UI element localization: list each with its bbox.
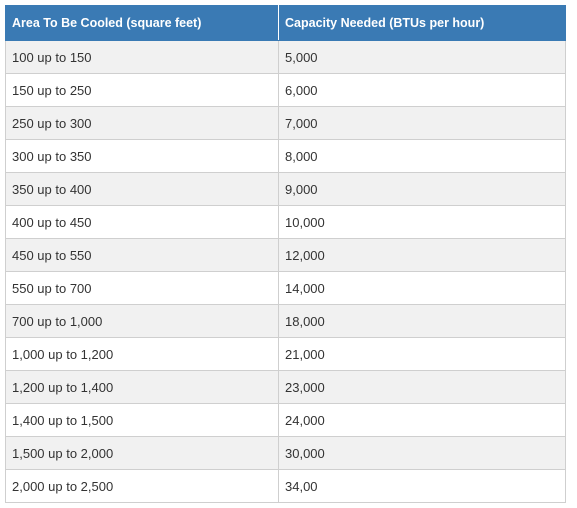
table-cell: 30,000	[278, 436, 566, 470]
table-body: 100 up to 150 5,000 150 up to 250 6,000 250 …	[5, 40, 566, 503]
table-cell: 400 up to 450	[5, 205, 279, 239]
table-cell: 9,000	[278, 172, 566, 206]
table-header: Area To Be Cooled (square feet) Capacity …	[5, 5, 566, 41]
table-cell: 12,000	[278, 238, 566, 272]
table-row: 700 up to 1,000 18,000	[5, 304, 566, 338]
table-cell: 1,400 up to 1,500	[5, 403, 279, 437]
table-cell: 450 up to 550	[5, 238, 279, 272]
header-cell: Capacity Needed (BTUs per hour)	[278, 5, 566, 41]
table-row: 250 up to 300 7,000	[5, 106, 566, 140]
table-row: 2,000 up to 2,500 34,00	[5, 469, 566, 503]
table-cell: 8,000	[278, 139, 566, 173]
table-cell: 24,000	[278, 403, 566, 437]
table-cell: 1,500 up to 2,000	[5, 436, 279, 470]
table-cell: 14,000	[278, 271, 566, 305]
table-row: 150 up to 250 6,000	[5, 73, 566, 107]
table-row: 450 up to 550 12,000	[5, 238, 566, 272]
table-row: 1,200 up to 1,400 23,000	[5, 370, 566, 404]
table-cell: 5,000	[278, 40, 566, 74]
table-row: 350 up to 400 9,000	[5, 172, 566, 206]
table-row: 1,000 up to 1,200 21,000	[5, 337, 566, 371]
table-cell: 700 up to 1,000	[5, 304, 279, 338]
table-row: 1,500 up to 2,000 30,000	[5, 436, 566, 470]
header-cell: Area To Be Cooled (square feet)	[5, 5, 279, 41]
table-cell: 6,000	[278, 73, 566, 107]
table-cell: 23,000	[278, 370, 566, 404]
table-cell: 1,200 up to 1,400	[5, 370, 279, 404]
table-cell: 7,000	[278, 106, 566, 140]
table-cell: 21,000	[278, 337, 566, 371]
table-cell: 2,000 up to 2,500	[5, 469, 279, 503]
table-cell: 250 up to 300	[5, 106, 279, 140]
table-cell: 100 up to 150	[5, 40, 279, 74]
table-row: 400 up to 450 10,000	[5, 205, 566, 239]
table-cell: 1,000 up to 1,200	[5, 337, 279, 371]
table-row: 300 up to 350 8,000	[5, 139, 566, 173]
table-cell: 550 up to 700	[5, 271, 279, 305]
table-cell: 350 up to 400	[5, 172, 279, 206]
table-cell: 18,000	[278, 304, 566, 338]
btu-table: Area To Be Cooled (square feet) Capacity …	[5, 5, 566, 503]
table-cell: 10,000	[278, 205, 566, 239]
table-row: 550 up to 700 14,000	[5, 271, 566, 305]
table-row: 1,400 up to 1,500 24,000	[5, 403, 566, 437]
table-cell: 300 up to 350	[5, 139, 279, 173]
table-cell: 150 up to 250	[5, 73, 279, 107]
table-cell: 34,00	[278, 469, 566, 503]
table-row: 100 up to 150 5,000	[5, 40, 566, 74]
header-row: Area To Be Cooled (square feet) Capacity …	[5, 5, 566, 41]
